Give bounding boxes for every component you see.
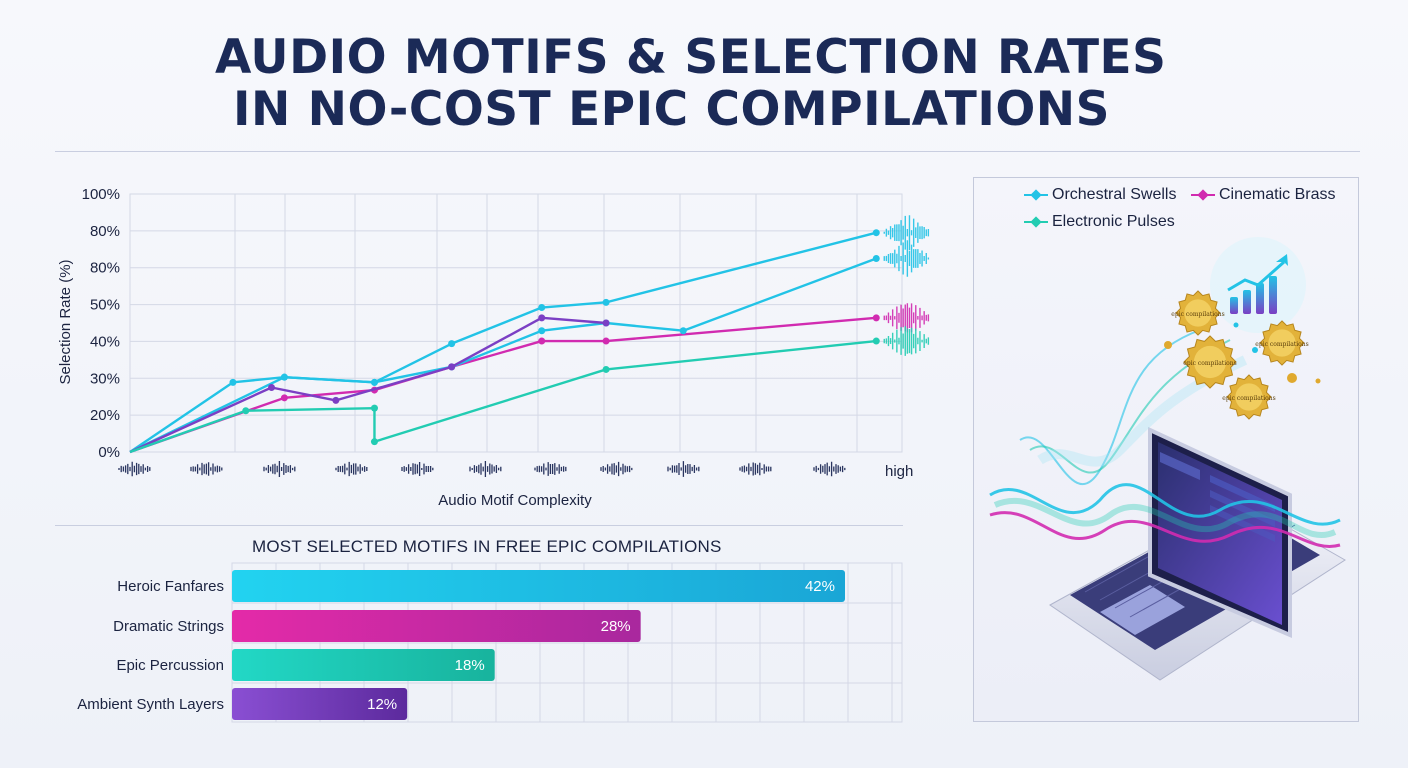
series-end-waveforms [883,215,930,356]
waveform-icon [739,462,772,476]
value-label: 42% [805,578,835,595]
y-tick-label: 100% [82,186,120,203]
data-point [332,396,340,404]
bar-chart-title: MOST SELECTED MOTIFS IN FREE EPIC COMPIL… [252,537,722,556]
divider [55,151,1360,152]
y-tick-label: 20% [90,407,120,424]
y-axis-label: Selection Rate (%) [57,259,74,384]
category-label: Dramatic Strings [113,618,224,635]
waveform-icon [335,461,368,477]
series-line [129,316,607,454]
category-label: Epic Percussion [116,657,224,674]
waveform-icon [190,462,223,476]
legend-label: Orchestral Swells [1052,186,1177,203]
bar-chart: Heroic Fanfares 42% Dramatic Strings 28% Epi… [77,562,903,723]
series-end-waveform-icon [883,303,930,333]
y-tick-label: 80% [90,260,120,277]
waveform-icon [534,462,567,476]
data-point [679,327,687,335]
series-line [129,231,877,453]
data-point [538,337,546,345]
data-point [280,373,288,381]
y-tick-label: 0% [98,444,120,461]
legend-marker [1191,189,1215,201]
x-axis-waveforms [118,461,846,477]
legend-label: Cinematic Brass [1219,186,1336,203]
data-point [538,314,546,322]
series-end-waveform-icon [883,240,930,277]
divider [55,525,903,526]
data-point [872,255,880,262]
value-label: 28% [601,618,631,635]
data-point [602,298,610,306]
series-end-waveform-icon [883,326,930,356]
data-point [242,407,250,415]
y-tick-label: 50% [90,297,120,314]
data-point [872,229,880,237]
waveform-icon [600,461,633,477]
legend-marker [1024,216,1048,228]
y-tick-labels: 100% 80% 80% 50% 40% 30% 20% 0% [82,186,120,461]
waveform-icon [263,461,296,477]
bar [232,570,845,602]
data-point [229,378,237,386]
legend-label: Electronic Pulses [1052,213,1175,230]
title-line-2: IN NO-COST EPIC COMPILATIONS [233,82,1110,137]
data-point [268,384,276,391]
series-lines [129,229,880,454]
data-point [370,378,378,386]
legend-item-cinematic-brass: Cinematic Brass [1191,186,1335,204]
series-end-waveform-icon [883,215,930,251]
bar [232,688,408,720]
value-label: 12% [367,696,397,713]
data-point [280,394,288,402]
y-tick-label: 30% [90,370,120,387]
bar [232,610,641,642]
waveform-icon [118,461,151,477]
illustration-panel [973,177,1359,722]
series-line [129,257,877,454]
legend-marker [1024,189,1048,201]
page-title: AUDIO MOTIFS & SELECTION RATES IN NO-COS… [215,32,1215,136]
data-point [602,319,610,327]
data-point [448,340,456,348]
category-label: Ambient Synth Layers [77,696,224,713]
bars: Heroic Fanfares 42% Dramatic Strings 28% Epi… [77,570,845,720]
y-tick-label: 80% [90,223,120,240]
y-tick-label: 40% [90,333,120,350]
waveform-icon [667,461,700,477]
waveform-icon [401,462,434,476]
legend-item-electronic-pulses: Electronic Pulses [1024,213,1175,231]
data-point [370,438,378,446]
data-point [448,363,456,371]
data-point [602,337,610,345]
waveform-icon [469,461,502,477]
data-point [602,365,610,373]
title-line-1: AUDIO MOTIFS & SELECTION RATES [215,30,1167,85]
data-point [872,337,880,345]
data-point [538,304,546,312]
x-axis-end-label: high [885,463,913,480]
data-point [370,404,378,412]
x-axis-label: Audio Motif Complexity [438,492,592,509]
legend-item-orchestral-swells: Orchestral Swells [1024,186,1176,204]
bar [232,649,495,681]
waveform-icon [813,461,846,477]
data-point [872,314,880,322]
value-label: 18% [455,657,485,674]
category-label: Heroic Fanfares [117,578,224,595]
data-point [538,327,546,335]
series-line [129,339,877,454]
line-chart: 100% 80% 80% 50% 40% 30% 20% 0% Selection Rate … [57,186,930,509]
